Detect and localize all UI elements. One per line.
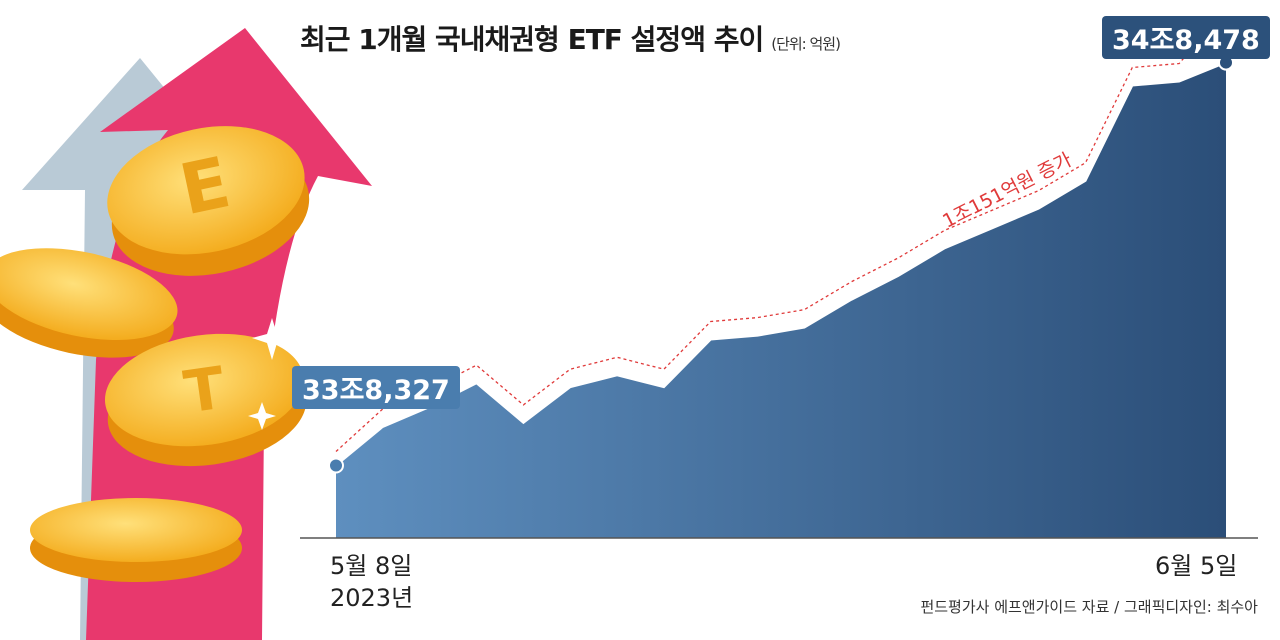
x-label-start-date: 5월 8일 (330, 552, 413, 580)
trend-line (335, 36, 1203, 452)
start-point-marker (328, 457, 344, 474)
area-series (335, 61, 1227, 538)
source-note: 펀드평가사 에프앤가이드 자료 / 그래픽디자인: 최수아 (920, 598, 1258, 616)
coin-t-icon: T (104, 333, 307, 467)
series-line (335, 61, 1227, 467)
coin-f-icon (30, 498, 242, 582)
coin-side-icon (0, 248, 178, 358)
end-value-callout: 34조8,478 (1102, 16, 1270, 59)
coin-e-icon: E (107, 126, 310, 276)
start-value-callout: 33조8,327 (292, 366, 460, 409)
trend-dotted-line (335, 36, 1203, 452)
svg-text:T: T (180, 354, 229, 427)
x-label-start-year: 2023년 (330, 584, 414, 612)
chart-title-text: 최근 1개월 국내채권형 ETF 설정액 추이 (300, 23, 764, 56)
coin-illustration: E T (0, 126, 310, 582)
sparkle-icon (252, 318, 292, 360)
sparkle-icon (248, 402, 276, 430)
x-label-end: 6월 5일 (1155, 552, 1238, 580)
unit-note: (단위: 억원) (771, 35, 841, 53)
x-label-start: 5월 8일 2023년 (330, 550, 413, 614)
area-fill (336, 62, 1226, 538)
chart-title: 최근 1개월 국내채권형 ETF 설정액 추이 (단위: 억원) (300, 18, 841, 58)
